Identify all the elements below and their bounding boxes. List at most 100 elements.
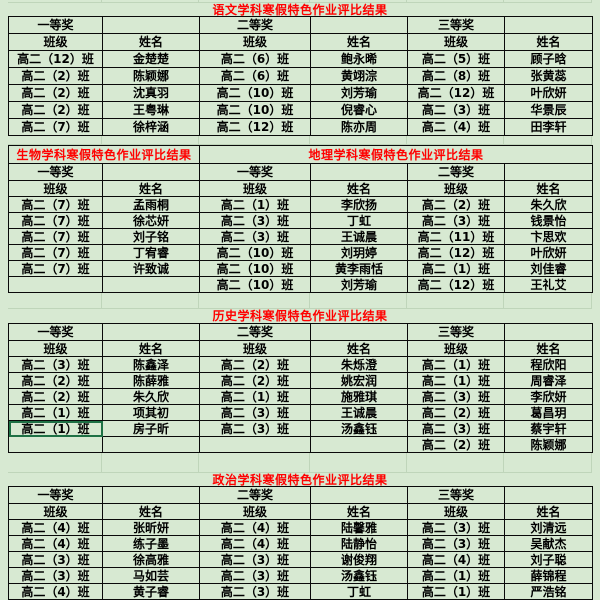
data-cell[interactable]: 高二（3）班 (408, 520, 505, 536)
data-cell[interactable]: 汤鑫钰 (311, 568, 408, 584)
data-cell[interactable]: 高二（2）班 (9, 389, 103, 405)
empty-cell[interactable] (311, 437, 408, 453)
data-cell[interactable]: 高二（3）班 (9, 568, 103, 584)
data-cell[interactable]: 陈亦周 (311, 119, 408, 136)
data-cell[interactable]: 黄子睿 (103, 584, 200, 600)
data-cell[interactable]: 高二（3）班 (200, 213, 311, 229)
data-cell[interactable]: 吴献杰 (505, 536, 593, 552)
data-cell[interactable]: 刘子铭 (103, 229, 200, 245)
data-cell[interactable]: 高二（12）班 (408, 245, 505, 261)
data-cell[interactable]: 丁虹 (311, 584, 408, 600)
data-cell[interactable]: 徐梓涵 (103, 119, 200, 136)
table-title[interactable]: 生物学科寒假特色作业评比结果 (9, 146, 200, 164)
column-header-cell[interactable]: 姓名 (505, 34, 593, 51)
column-header-cell[interactable]: 班级 (408, 341, 505, 357)
data-cell[interactable]: 高二（4）班 (200, 536, 311, 552)
prize-header-cell[interactable]: 二等奖 (200, 17, 311, 34)
data-cell[interactable]: 张昕妍 (103, 520, 200, 536)
table-title-history[interactable]: 历史学科寒假特色作业评比结果 (212, 309, 388, 323)
column-header-cell[interactable]: 姓名 (311, 34, 408, 51)
column-header-cell[interactable]: 班级 (200, 504, 311, 520)
data-cell[interactable]: 高二（2）班 (9, 373, 103, 389)
data-cell[interactable]: 高二（7）班 (9, 245, 103, 261)
data-cell[interactable]: 李欣妍 (505, 389, 593, 405)
prize-header-cell[interactable]: 一等奖 (9, 324, 103, 341)
data-cell[interactable]: 高二（3）班 (408, 389, 505, 405)
data-cell[interactable]: 马如芸 (103, 568, 200, 584)
data-cell[interactable]: 黄李雨恬 (311, 261, 408, 277)
table-title[interactable]: 地理学科寒假特色作业评比结果 (200, 146, 593, 164)
data-cell[interactable]: 高二（1）班 (200, 197, 311, 213)
data-cell[interactable]: 高二（3）班 (408, 421, 505, 437)
column-header-cell[interactable]: 班级 (200, 181, 311, 197)
prize-header-cell[interactable]: 一等奖 (9, 17, 103, 34)
data-cell[interactable]: 顾子晗 (505, 51, 593, 68)
data-cell[interactable]: 叶欣妍 (505, 245, 593, 261)
data-cell[interactable]: 陈颖娜 (103, 68, 200, 85)
data-cell[interactable]: 高二（1）班 (408, 584, 505, 600)
data-cell[interactable]: 程欣阳 (505, 357, 593, 373)
data-cell[interactable]: 高二（3）班 (408, 213, 505, 229)
data-cell[interactable]: 高二（10）班 (200, 102, 311, 119)
empty-cell[interactable] (9, 277, 103, 293)
data-cell[interactable]: 高二（3）班 (200, 229, 311, 245)
empty-cell[interactable] (505, 164, 593, 181)
empty-cell[interactable] (311, 324, 408, 341)
data-cell[interactable]: 王粤琳 (103, 102, 200, 119)
data-cell[interactable]: 王诚晨 (311, 229, 408, 245)
data-cell[interactable]: 朱烁澄 (311, 357, 408, 373)
empty-cell[interactable] (505, 17, 593, 34)
data-cell[interactable]: 葛昌玥 (505, 405, 593, 421)
data-cell[interactable]: 刘芳瑜 (311, 277, 408, 293)
data-cell[interactable]: 汤鑫钰 (311, 421, 408, 437)
empty-cell[interactable] (311, 17, 408, 34)
data-cell[interactable]: 高二（10）班 (200, 277, 311, 293)
data-cell[interactable]: 严浩铭 (505, 584, 593, 600)
empty-cell[interactable] (505, 324, 593, 341)
data-cell[interactable]: 徐高雅 (103, 552, 200, 568)
data-cell[interactable]: 高二（2）班 (200, 373, 311, 389)
data-cell[interactable]: 沈真羽 (103, 85, 200, 102)
data-cell[interactable]: 高二（5）班 (408, 51, 505, 68)
data-cell[interactable]: 高二（4）班 (9, 520, 103, 536)
prize-header-cell[interactable]: 一等奖 (9, 164, 103, 181)
data-cell[interactable]: 高二（3）班 (9, 552, 103, 568)
data-cell[interactable]: 姚宏润 (311, 373, 408, 389)
column-header-cell[interactable]: 班级 (9, 34, 103, 51)
data-cell[interactable]: 丁虹 (311, 213, 408, 229)
data-cell[interactable]: 鲍永晞 (311, 51, 408, 68)
data-cell[interactable]: 王礼艾 (505, 277, 593, 293)
empty-cell[interactable] (505, 487, 593, 504)
data-cell[interactable]: 金楚楚 (103, 51, 200, 68)
data-cell[interactable]: 刘佳睿 (505, 261, 593, 277)
data-cell[interactable]: 高二（2）班 (408, 405, 505, 421)
data-cell[interactable]: 谢俊翔 (311, 552, 408, 568)
data-cell[interactable]: 朱久欣 (505, 197, 593, 213)
column-header-cell[interactable]: 班级 (9, 181, 103, 197)
data-cell[interactable]: 高二（4）班 (408, 119, 505, 136)
empty-cell[interactable] (103, 17, 200, 34)
data-cell[interactable]: 高二（3）班 (9, 357, 103, 373)
data-cell[interactable]: 高二（7）班 (9, 261, 103, 277)
data-cell[interactable]: 项其初 (103, 405, 200, 421)
prize-header-cell[interactable]: 一等奖 (9, 487, 103, 504)
data-cell[interactable]: 高二（12）班 (9, 51, 103, 68)
data-cell[interactable]: 高二（7）班 (9, 119, 103, 136)
data-cell[interactable]: 陈鑫泽 (103, 357, 200, 373)
data-cell[interactable]: 高二（2）班 (9, 68, 103, 85)
column-header-cell[interactable]: 班级 (408, 504, 505, 520)
data-cell[interactable]: 高二（6）班 (200, 68, 311, 85)
data-cell[interactable]: 高二（1）班 (200, 389, 311, 405)
data-cell[interactable]: 高二（3）班 (200, 584, 311, 600)
column-header-cell[interactable]: 班级 (9, 341, 103, 357)
data-cell[interactable]: 高二（10）班 (200, 261, 311, 277)
data-cell[interactable]: 高二（3）班 (200, 568, 311, 584)
data-cell[interactable]: 房子昕 (103, 421, 200, 437)
data-cell[interactable]: 高二（2）班 (408, 437, 505, 453)
empty-cell[interactable] (311, 487, 408, 504)
data-cell[interactable]: 刘芳瑜 (311, 85, 408, 102)
data-cell[interactable]: 高二（12）班 (200, 119, 311, 136)
data-cell[interactable]: 高二（1）班 (408, 357, 505, 373)
column-header-cell[interactable]: 姓名 (103, 341, 200, 357)
data-cell[interactable]: 孟雨桐 (103, 197, 200, 213)
